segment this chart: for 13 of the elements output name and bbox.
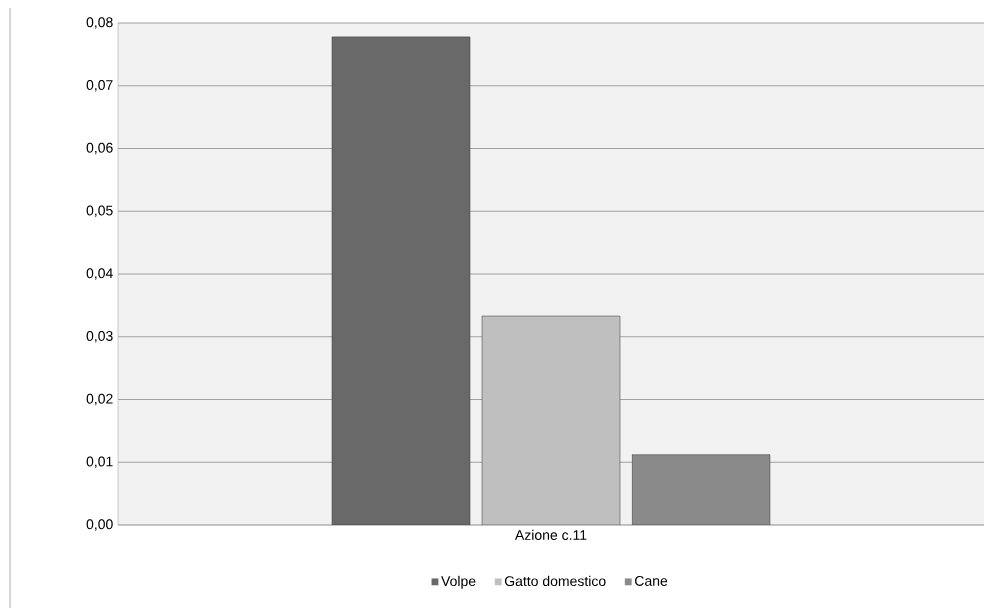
y-tick-label: 0,02 — [86, 393, 113, 406]
y-tick-label: 0,07 — [86, 79, 113, 92]
y-tick-label: 0,08 — [86, 17, 113, 29]
y-tick-label: 0,05 — [86, 205, 113, 218]
legend-label: Cane — [635, 575, 668, 586]
y-tick-label: 0,01 — [86, 456, 113, 469]
legend-label: Volpe — [441, 575, 476, 589]
y-tick-label: 0,04 — [86, 268, 113, 280]
y-tick-label: 0,06 — [86, 142, 113, 155]
legend-label: Gatto domestico — [504, 575, 606, 587]
x-tick-label: Azione c.11 — [514, 529, 587, 540]
y-tick-label: 0,00 — [86, 519, 113, 531]
y-tick-label: 0,03 — [86, 330, 113, 343]
